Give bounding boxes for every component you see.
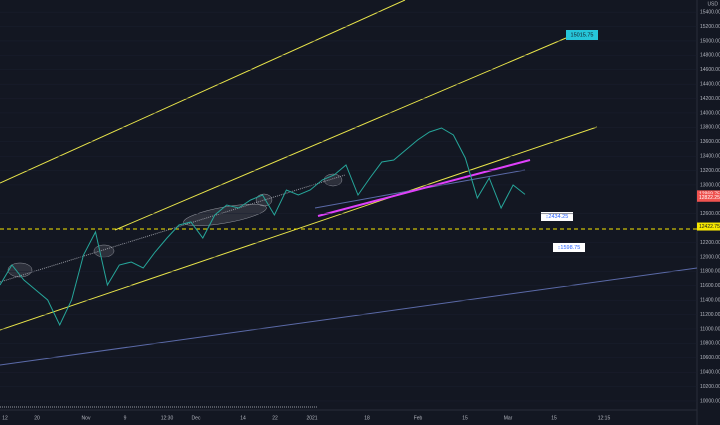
annotation: ↕2434.25 xyxy=(546,214,569,220)
x-tick-label: 18 xyxy=(364,415,370,421)
trend-line xyxy=(0,0,406,184)
x-tick-label: 9 xyxy=(124,415,127,421)
y-tick-label: 14000.00 xyxy=(700,110,720,116)
annotation-box xyxy=(553,243,585,252)
x-tick-label: 2021 xyxy=(306,415,317,421)
price-tag xyxy=(697,222,720,231)
price-line xyxy=(0,127,526,327)
x-tick-label: 15 xyxy=(551,415,557,421)
y-tick-label: 15400.00 xyxy=(700,9,720,15)
y-tick-label: 14400.00 xyxy=(700,82,720,88)
annotation: 15015.75 xyxy=(571,32,594,38)
x-tick-label: Nov xyxy=(82,415,91,421)
y-tick-label: 14600.00 xyxy=(700,67,720,73)
price-tag xyxy=(697,193,720,202)
y-tick-label: 13200.00 xyxy=(700,168,720,174)
trend-line xyxy=(0,267,698,366)
y-tick-label: 14800.00 xyxy=(700,53,720,59)
annotation-box xyxy=(541,212,573,221)
y-tick-label: 13600.00 xyxy=(700,139,720,145)
x-tick-label: 15 xyxy=(462,415,468,421)
dotted-line xyxy=(0,174,346,283)
x-tick-label: 20 xyxy=(34,415,40,421)
trend-line xyxy=(0,126,598,331)
annotation: ↕1598.75 xyxy=(558,245,581,251)
y-tick-label: 11800.00 xyxy=(700,269,720,275)
y-tick-label: 10400.00 xyxy=(700,370,720,376)
price-tag-label: 12822.25 xyxy=(699,195,720,201)
y-tick-label: 10600.00 xyxy=(700,355,720,361)
ellipse xyxy=(255,193,273,207)
y-tick-label: 15000.00 xyxy=(700,38,720,44)
currency: USD xyxy=(707,1,718,7)
trend-line xyxy=(317,159,531,217)
y-tick-label: 11600.00 xyxy=(700,283,720,289)
y-tick-label: 10200.00 xyxy=(700,384,720,390)
x-tick-label: Mar xyxy=(504,415,513,421)
x-tick-label: 22 xyxy=(272,415,278,421)
x-tick-label: Dec xyxy=(192,415,201,421)
ellipse xyxy=(93,244,115,258)
y-tick-label: 12200.00 xyxy=(700,240,720,246)
price-tag-label: 12422.75 xyxy=(699,224,720,230)
x-tick-label: 14 xyxy=(240,415,246,421)
y-tick-label: 13800.00 xyxy=(700,125,720,131)
y-tick-label: 13400.00 xyxy=(700,154,720,160)
x-tick-label: 12 xyxy=(2,415,8,421)
x-tick-label: 12:15 xyxy=(598,415,611,421)
y-tick-label: 11400.00 xyxy=(700,298,720,304)
y-tick-label: 10800.00 xyxy=(700,341,720,347)
y-tick-label: 11000.00 xyxy=(700,326,720,332)
y-tick-label: 13000.00 xyxy=(700,182,720,188)
y-tick-label: 15200.00 xyxy=(700,24,720,30)
y-tick-label: 11200.00 xyxy=(700,312,720,318)
x-tick-label: Feb xyxy=(414,415,423,421)
annotation-box xyxy=(566,30,598,40)
y-tick-label: 12600.00 xyxy=(700,211,720,217)
y-tick-label: 10000.00 xyxy=(700,398,720,404)
y-tick-label: 12000.00 xyxy=(700,254,720,260)
ellipse xyxy=(7,262,33,278)
x-tick-label: 12:30 xyxy=(161,415,174,421)
y-tick-label: 14200.00 xyxy=(700,96,720,102)
